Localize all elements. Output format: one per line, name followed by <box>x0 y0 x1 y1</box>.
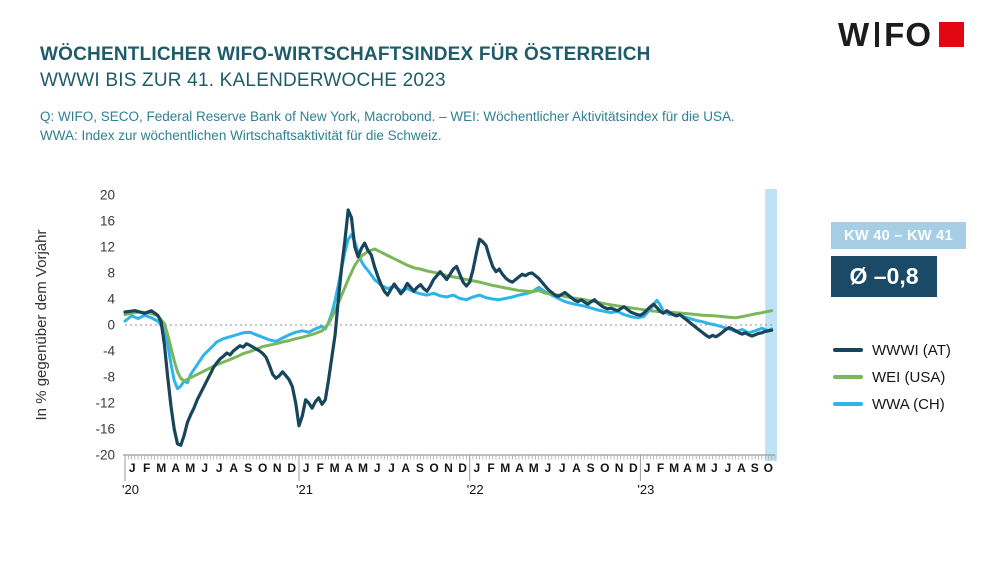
svg-text:J: J <box>559 461 566 475</box>
logo-text-w: W <box>838 16 871 53</box>
svg-text:J: J <box>303 461 310 475</box>
svg-text:F: F <box>143 461 150 475</box>
svg-text:-4: -4 <box>103 344 115 359</box>
svg-text:J: J <box>388 461 395 475</box>
svg-text:F: F <box>657 461 664 475</box>
svg-text:S: S <box>587 461 595 475</box>
svg-text:A: A <box>683 461 692 475</box>
svg-text:D: D <box>458 461 467 475</box>
svg-text:A: A <box>344 461 353 475</box>
svg-text:A: A <box>737 461 746 475</box>
svg-text:M: M <box>330 461 340 475</box>
svg-text:'20: '20 <box>122 482 139 497</box>
svg-text:J: J <box>725 461 732 475</box>
svg-text:A: A <box>515 461 524 475</box>
legend-item-wwwi: WWWI (AT) <box>833 341 951 359</box>
svg-text:J: J <box>216 461 223 475</box>
svg-text:J: J <box>129 461 136 475</box>
svg-text:O: O <box>764 461 773 475</box>
svg-text:'21: '21 <box>296 482 313 497</box>
svg-text:F: F <box>487 461 494 475</box>
svg-text:S: S <box>244 461 252 475</box>
svg-text:N: N <box>615 461 624 475</box>
wifo-logo: W FO <box>838 18 964 51</box>
svg-text:D: D <box>629 461 638 475</box>
svg-text:-8: -8 <box>103 370 115 385</box>
svg-text:-20: -20 <box>95 448 115 463</box>
source-note-line-1: Q: WIFO, SECO, Federal Reserve Bank of N… <box>40 109 735 124</box>
svg-text:M: M <box>696 461 706 475</box>
svg-text:O: O <box>429 461 438 475</box>
svg-text:'22: '22 <box>467 482 484 497</box>
svg-text:O: O <box>600 461 609 475</box>
svg-text:N: N <box>273 461 282 475</box>
svg-text:M: M <box>529 461 539 475</box>
svg-text:A: A <box>572 461 581 475</box>
page-title: WÖCHENTLICHER WIFO-WIRTSCHAFTSINDEX FÜR … <box>40 44 651 65</box>
logo-i-bar <box>875 22 880 47</box>
svg-text:O: O <box>258 461 267 475</box>
svg-text:J: J <box>201 461 208 475</box>
svg-text:F: F <box>317 461 324 475</box>
svg-text:20: 20 <box>100 188 115 203</box>
svg-text:J: J <box>545 461 552 475</box>
series-line-wwwi-at <box>123 208 774 447</box>
svg-text:S: S <box>751 461 759 475</box>
svg-text:N: N <box>444 461 453 475</box>
svg-text:8: 8 <box>107 266 115 281</box>
series-line-wei-usa <box>123 247 774 383</box>
svg-text:M: M <box>669 461 679 475</box>
legend-swatch-wei <box>833 375 863 379</box>
svg-text:-12: -12 <box>95 396 115 411</box>
legend-label-wei: WEI (USA) <box>872 368 946 386</box>
y-axis-title: In % gegenüber dem Vorjahr <box>33 230 50 421</box>
svg-text:J: J <box>374 461 381 475</box>
x-axis-labels: '20J F M A M J J A S O N D'21J F M A M J J A S O N D'22J F M A M J J… <box>122 455 773 497</box>
y-axis: 20 16 12 8 4 0 -4 -8 -12 -16 -20 <box>95 188 115 463</box>
svg-text:M: M <box>156 461 166 475</box>
series-line-wwa-ch <box>123 233 774 391</box>
svg-text:J: J <box>711 461 718 475</box>
period-badge: KW 40 – KW 41 <box>831 222 966 249</box>
svg-text:A: A <box>401 461 410 475</box>
svg-text:16: 16 <box>100 214 115 229</box>
legend-item-wwa: WWA (CH) <box>833 395 951 413</box>
legend-item-wei: WEI (USA) <box>833 368 951 386</box>
svg-text:A: A <box>171 461 180 475</box>
legend-swatch-wwwi <box>833 348 863 352</box>
logo-text-fo: FO <box>884 16 932 53</box>
legend-label-wwa: WWA (CH) <box>872 395 945 413</box>
svg-text:0: 0 <box>107 318 115 333</box>
logo-red-square <box>939 22 964 47</box>
legend-label-wwwi: WWWI (AT) <box>872 341 951 359</box>
svg-text:'23: '23 <box>637 482 654 497</box>
svg-text:J: J <box>644 461 651 475</box>
chart-canvas: 20 16 12 8 4 0 -4 -8 -12 -16 -20 In % gegenüber dem… <box>33 188 777 497</box>
svg-text:M: M <box>185 461 195 475</box>
x-axis <box>123 454 776 460</box>
svg-text:D: D <box>287 461 296 475</box>
legend-swatch-wwa <box>833 402 863 406</box>
svg-text:4: 4 <box>107 292 115 307</box>
page-subtitle: WWWI BIS ZUR 41. KALENDERWOCHE 2023 <box>40 70 446 91</box>
svg-text:M: M <box>500 461 510 475</box>
svg-text:J: J <box>473 461 480 475</box>
svg-text:A: A <box>229 461 238 475</box>
svg-text:M: M <box>358 461 368 475</box>
svg-text:-16: -16 <box>95 422 115 437</box>
source-note-line-2: WWA: Index zur wöchentlichen Wirtschafts… <box>40 128 442 143</box>
svg-text:S: S <box>416 461 424 475</box>
legend: WWWI (AT) WEI (USA) WWA (CH) <box>833 341 951 413</box>
average-badge: Ø –0,8 <box>831 256 937 297</box>
svg-text:12: 12 <box>100 240 115 255</box>
